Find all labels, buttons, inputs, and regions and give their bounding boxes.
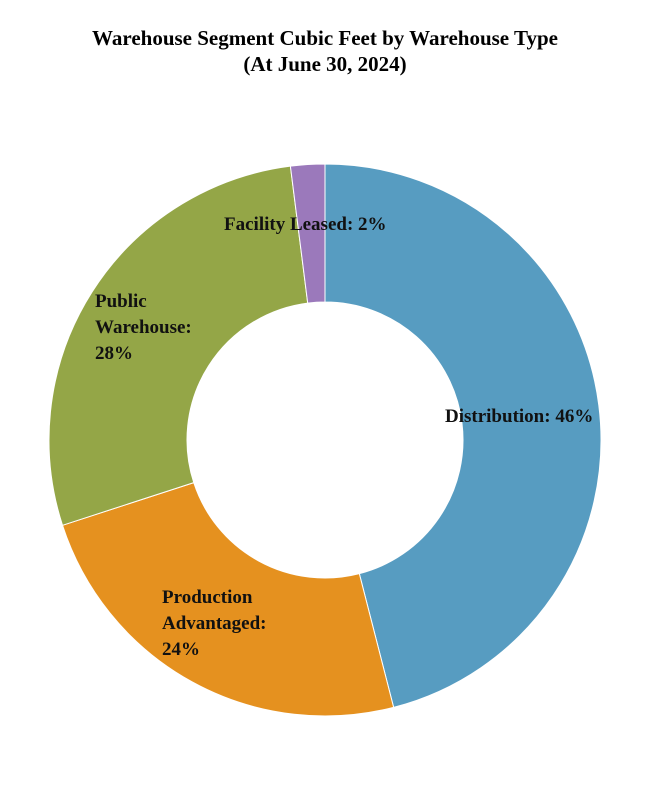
data-label-line: Public (95, 291, 147, 312)
data-label-facility-leased: Facility Leased: 2% (224, 214, 387, 235)
data-label-line: Advantaged: (162, 613, 267, 634)
data-label-line: Distribution: 46% (445, 406, 593, 427)
chart-title: Warehouse Segment Cubic Feet by Warehous… (92, 26, 558, 50)
data-label-line: 24% (162, 639, 200, 660)
data-label-public-warehouse: Public Warehouse: 28% (95, 291, 192, 364)
data-label-production-advantaged: Production Advantaged: 24% (162, 587, 267, 660)
chart-subtitle: (At June 30, 2024) (243, 52, 407, 76)
slice-facility-leased (289, 163, 326, 304)
data-label-distribution: Distribution: 46% (445, 406, 593, 427)
slice-public-warehouse (48, 165, 309, 526)
labels-group: Distribution: 46% Production Advantaged: 24… (95, 214, 593, 660)
slices-group (48, 163, 602, 717)
slice-production-advantaged (61, 482, 395, 717)
data-label-line: Warehouse: (95, 317, 192, 338)
slice-distribution (324, 163, 602, 708)
data-label-line: 28% (95, 343, 133, 364)
data-label-line: Production (162, 587, 253, 608)
data-label-line: Facility Leased: 2% (224, 214, 387, 235)
